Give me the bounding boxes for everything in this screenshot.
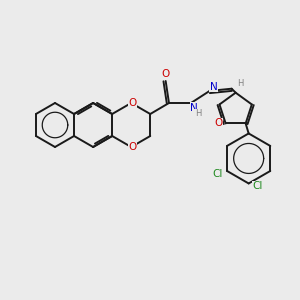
Text: Cl: Cl: [253, 182, 263, 191]
Text: O: O: [161, 69, 170, 79]
Text: H: H: [238, 79, 244, 88]
Text: O: O: [128, 98, 136, 108]
Text: N: N: [210, 82, 218, 92]
Text: O: O: [128, 142, 136, 152]
Text: H: H: [195, 110, 201, 118]
Text: Cl: Cl: [213, 169, 223, 179]
Text: O: O: [214, 118, 223, 128]
Text: N: N: [190, 103, 198, 113]
